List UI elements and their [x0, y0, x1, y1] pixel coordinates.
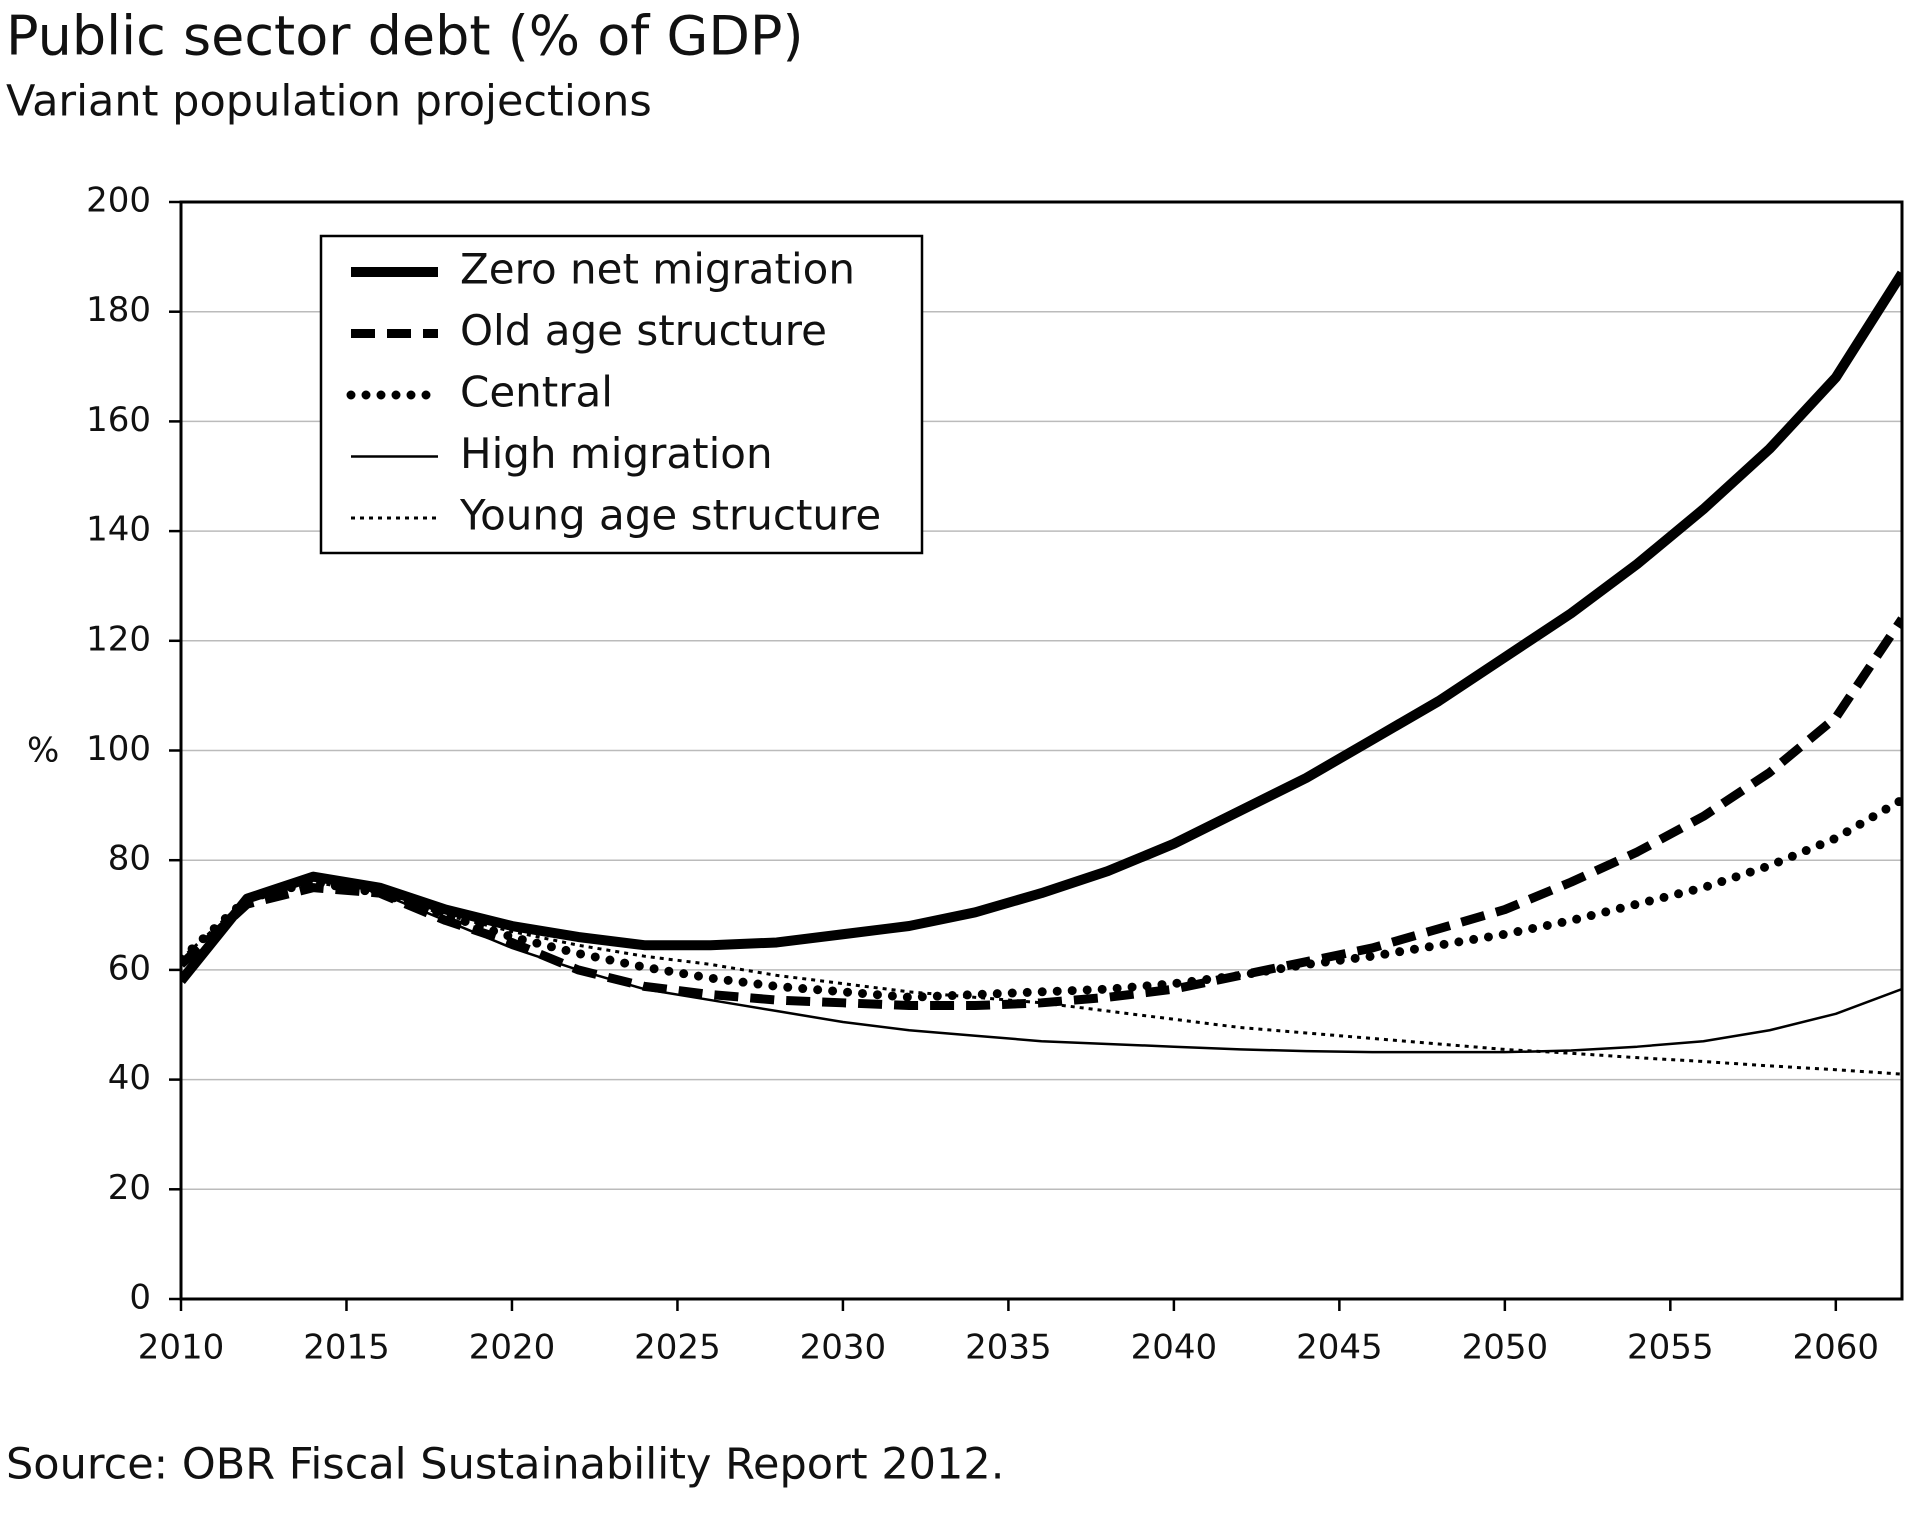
legend-box — [319, 234, 924, 555]
chart-title: Public sector debt (% of GDP) — [6, 5, 804, 68]
chart-subtitle: Variant population projections — [6, 77, 652, 127]
series-line — [181, 616, 1902, 1011]
series-line — [181, 880, 1902, 1076]
y-axis-label: % — [27, 731, 59, 771]
x-tick-label: 2030 — [800, 1328, 887, 1368]
y-tick-label: 180 — [86, 290, 151, 330]
x-tick-label: 2015 — [303, 1328, 390, 1368]
y-tick-label: 80 — [108, 839, 151, 879]
x-tick-label: 2035 — [965, 1328, 1052, 1368]
plot-area — [181, 270, 1902, 1076]
y-tick-label: 160 — [86, 400, 151, 440]
y-tick-label: 60 — [108, 948, 151, 988]
x-tick-label: 2040 — [1131, 1328, 1218, 1368]
legend-label: Old age structure — [460, 306, 827, 355]
series-line — [181, 875, 1902, 1054]
y-tick-label: 120 — [86, 619, 151, 659]
source-note: Source: OBR Fiscal Sustainability Report… — [6, 1440, 1004, 1490]
x-tick-label: 2045 — [1296, 1328, 1383, 1368]
x-tick-label: 2010 — [138, 1328, 225, 1368]
x-tick-label: 2020 — [469, 1328, 556, 1368]
x-tick-label: 2050 — [1462, 1328, 1549, 1368]
legend-label: High migration — [460, 429, 773, 478]
y-tick-label: 0 — [129, 1278, 151, 1318]
y-tick-label: 100 — [86, 729, 151, 769]
x-tick-label: 2060 — [1793, 1328, 1880, 1368]
y-tick-label: 140 — [86, 510, 151, 550]
x-tick-label: 2055 — [1627, 1328, 1714, 1368]
x-tick-label: 2025 — [634, 1328, 721, 1368]
legend-label: Young age structure — [459, 491, 881, 540]
y-tick-label: 20 — [108, 1168, 151, 1208]
series-line — [181, 270, 1902, 985]
plot-frame — [179, 200, 1904, 1301]
legend-label: Zero net migration — [460, 245, 855, 294]
series-line — [181, 795, 1902, 1002]
y-tick-label: 40 — [108, 1058, 151, 1098]
y-tick-label: 200 — [86, 181, 151, 221]
legend-label: Central — [460, 368, 613, 417]
